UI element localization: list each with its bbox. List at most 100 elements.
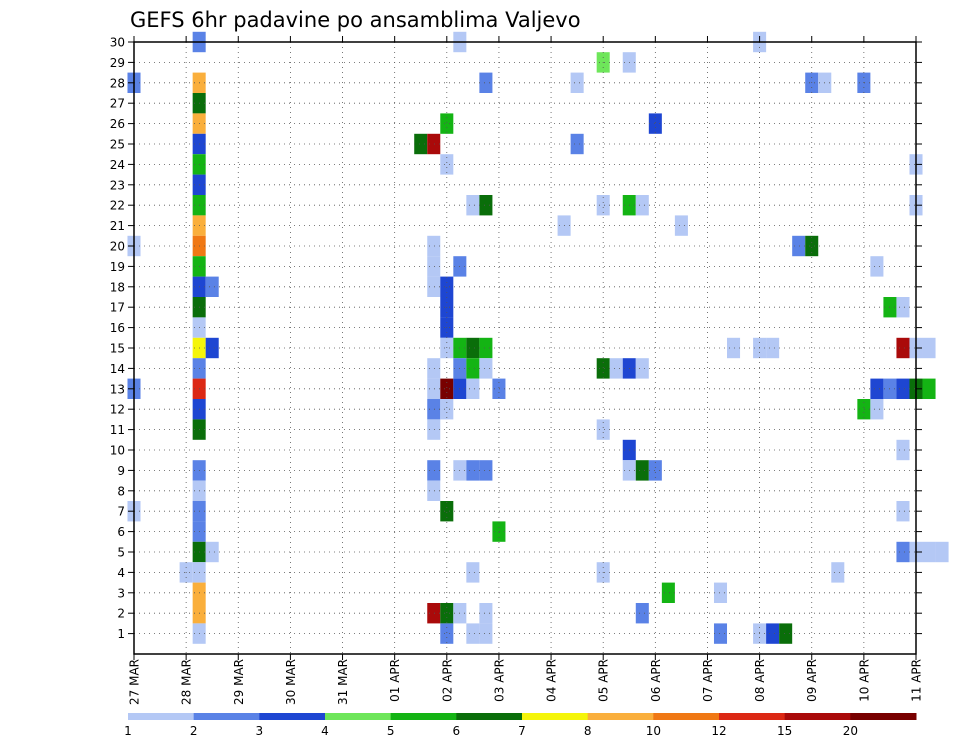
x-tick-label: 08 APR: [753, 659, 767, 702]
heatmap-cell: [922, 378, 936, 399]
y-tick-label: 22: [110, 199, 125, 213]
x-tick-label: 10 APR: [857, 659, 871, 702]
y-tick-label: 7: [117, 505, 125, 519]
heatmap-cell: [427, 460, 441, 481]
heatmap-cell: [440, 623, 454, 644]
y-tick-label: 18: [110, 280, 125, 294]
heatmap-cell: [466, 337, 480, 359]
heatmap-cell: [427, 399, 441, 420]
colorbar-label: 3: [256, 724, 264, 738]
heatmap-cell: [466, 562, 480, 583]
y-tick-label: 27: [110, 97, 125, 111]
colorbar-label: 2: [190, 724, 198, 738]
heatmap-cell: [427, 480, 441, 501]
heatmap-cell: [922, 541, 936, 563]
heatmap-cell: [674, 215, 688, 236]
y-tick-label: 8: [117, 484, 125, 498]
heatmap-cell: [479, 195, 493, 216]
y-tick-label: 15: [110, 342, 125, 356]
heatmap-cell: [570, 72, 584, 93]
heatmap-cell: [440, 603, 454, 624]
heatmap-cell: [479, 603, 493, 624]
heatmap-cell: [635, 358, 649, 379]
x-tick-label: 31 MAR: [336, 659, 350, 705]
heatmap-cell: [713, 623, 728, 644]
heatmap-cell: [570, 133, 584, 155]
heatmap-cell: [427, 133, 441, 155]
y-tick-label: 19: [110, 260, 125, 274]
heatmap-cell: [596, 419, 610, 440]
colorbar-segment: [193, 713, 260, 720]
heatmap-cell: [440, 378, 454, 399]
y-tick-label: 4: [117, 566, 125, 580]
x-tick-label: 30 MAR: [284, 659, 298, 705]
heatmap-cell: [896, 501, 910, 522]
colorbar-segment: [719, 713, 786, 720]
y-tick-label: 6: [117, 525, 125, 539]
colorbar-segment: [259, 713, 326, 720]
heatmap-cell: [935, 541, 949, 563]
heatmap-cell: [896, 378, 910, 399]
heatmap-cell: [479, 72, 493, 93]
heatmap-cell: [896, 337, 910, 359]
heatmap-cell: [727, 337, 741, 359]
y-tick-label: 13: [110, 382, 125, 396]
colorbar-segment: [128, 713, 195, 720]
x-tick-label: 28 MAR: [180, 659, 194, 705]
y-tick-label: 23: [110, 178, 125, 192]
colorbar-label: 1: [124, 724, 132, 738]
heatmap-cell: [466, 623, 480, 644]
heatmap-cell: [479, 337, 493, 359]
colorbar-segment: [390, 713, 457, 720]
heatmap-cell: [896, 297, 910, 318]
heatmap-cell: [414, 133, 428, 155]
heatmap-cell: [792, 235, 806, 257]
heatmap-cell: [870, 378, 884, 399]
y-tick-label: 11: [110, 423, 125, 437]
colorbar-segment: [850, 713, 917, 720]
y-axis: 1234567891011121314151617181920212223242…: [110, 36, 922, 641]
heatmap-cell: [648, 113, 662, 134]
y-tick-label: 17: [110, 301, 125, 315]
heatmap-cell: [857, 399, 871, 420]
heatmap-cell: [205, 276, 219, 297]
heatmap-cell: [896, 439, 910, 461]
heatmap-cell: [596, 195, 610, 216]
heatmap-cell: [779, 623, 793, 644]
x-tick-label: 06 APR: [649, 659, 663, 702]
colorbar-segment: [784, 713, 851, 720]
colorbar-segment: [456, 713, 523, 720]
y-tick-label: 21: [110, 219, 125, 233]
heatmap-cell: [766, 623, 780, 644]
colorbar-label: 7: [518, 724, 526, 738]
colorbar-label: 15: [777, 724, 792, 738]
colorbar-label: 6: [453, 724, 461, 738]
colorbar-label: 10: [646, 724, 661, 738]
heatmap-cell: [635, 195, 649, 216]
heatmap-cell: [466, 358, 480, 379]
y-tick-label: 10: [110, 444, 125, 458]
colorbar-segment: [325, 713, 392, 720]
heatmap-cell: [635, 603, 649, 624]
heatmap-cell: [427, 235, 441, 257]
y-tick-label: 5: [117, 546, 125, 560]
y-tick-label: 2: [117, 607, 125, 621]
colorbar-segment: [653, 713, 720, 720]
heatmap-cell: [635, 460, 649, 481]
heatmap-cell: [427, 603, 441, 624]
x-tick-label: 04 APR: [545, 659, 559, 702]
heatmap-cell: [596, 358, 610, 379]
x-tick-label: 03 APR: [492, 659, 506, 702]
heatmap-cells: [127, 31, 949, 644]
heatmap-cell: [831, 562, 845, 583]
heatmap-cell: [648, 460, 662, 481]
y-tick-label: 26: [110, 117, 125, 131]
colorbar-label: 12: [711, 724, 726, 738]
heatmap-cell: [427, 378, 441, 399]
heatmap-cell: [492, 521, 506, 542]
heatmap-cell: [805, 235, 819, 257]
y-tick-label: 30: [110, 36, 125, 50]
colorbar-label: 4: [321, 724, 329, 738]
heatmap-cell: [466, 460, 480, 481]
